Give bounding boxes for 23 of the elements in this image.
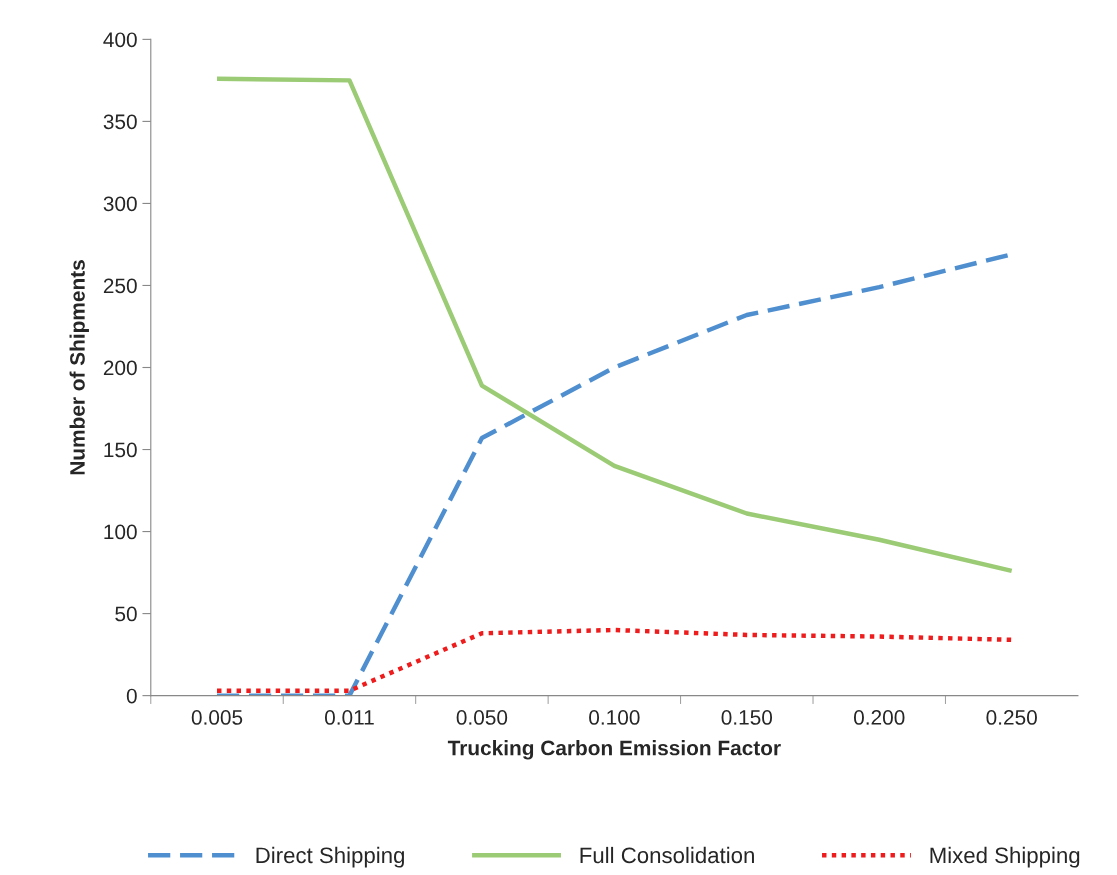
y-tick-label: 350 — [103, 114, 137, 130]
line-series — [214, 76, 1014, 574]
x-tick-label: 0.011 — [324, 710, 374, 725]
y-tick-label: 200 — [103, 360, 137, 376]
y-tick-label: 150 — [104, 442, 137, 458]
x-tick-label: 0.200 — [853, 710, 905, 725]
legend-label: Full Consolidation — [580, 846, 754, 864]
x-tick-label: 0.250 — [986, 710, 1037, 725]
x-tick-label: 0.005 — [191, 710, 243, 725]
y-tick-label: 250 — [103, 278, 137, 294]
y-tick-label: 100 — [104, 524, 137, 540]
x-axis-title: Trucking Carbon Emission Factor — [447, 740, 781, 760]
y-tick-label: 400 — [103, 32, 137, 48]
y-tick-label: 300 — [103, 196, 137, 212]
legend-label: Direct Shipping — [256, 846, 404, 868]
x-tick-label: 0.100 — [589, 710, 640, 725]
legend-label: Mixed Shipping — [930, 846, 1080, 868]
x-tick-label: 0.050 — [456, 710, 508, 725]
y-tick-label: 50 — [115, 606, 137, 622]
y-tick-label: 0 — [126, 688, 137, 704]
x-tick-label: 0.150 — [721, 710, 773, 725]
y-axis-title: Number of Shipments — [69, 260, 89, 475]
line-series — [214, 627, 1014, 693]
